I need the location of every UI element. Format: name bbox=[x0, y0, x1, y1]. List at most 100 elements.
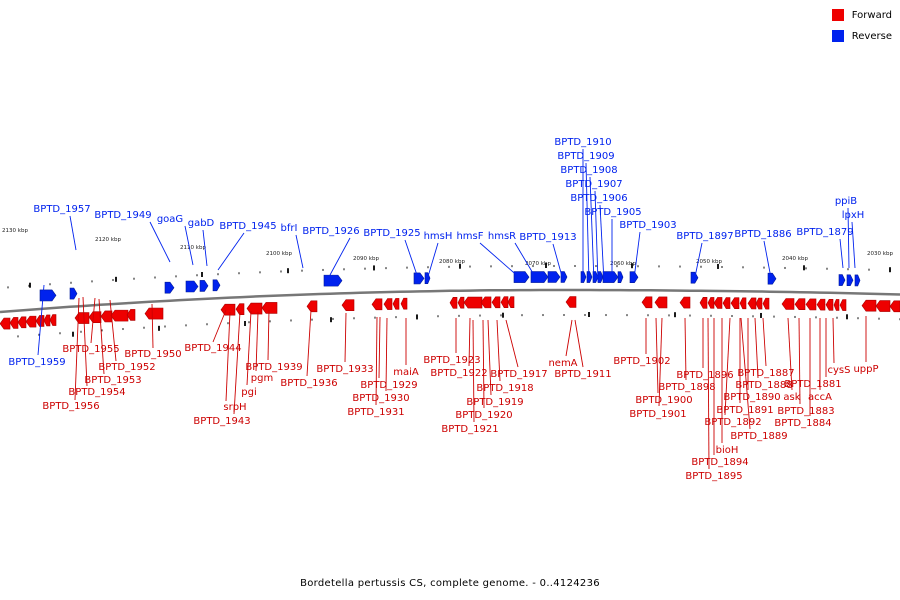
forward-gene bbox=[341, 299, 355, 311]
forward-gene-label-leader bbox=[798, 317, 801, 405]
forward-gene bbox=[17, 316, 27, 329]
forward-gene-label: BPTD_1922 bbox=[430, 368, 487, 379]
forward-gene bbox=[235, 303, 245, 315]
forward-gene-label-leader bbox=[255, 311, 259, 372]
forward-gene bbox=[371, 298, 383, 311]
scale-label: 2050 kbp bbox=[696, 259, 722, 265]
forward-gene bbox=[755, 297, 763, 310]
forward-gene-label-leader bbox=[98, 298, 105, 375]
forward-gene-label: BPTD_1901 bbox=[629, 409, 686, 420]
forward-gene-label: BPTD_1894 bbox=[691, 457, 748, 468]
reverse-gene-label: BPTD_1925 bbox=[363, 228, 420, 239]
forward-gene-label: BPTD_1892 bbox=[704, 417, 761, 428]
reverse-gene-label: hmsF bbox=[456, 231, 483, 242]
forward-gene bbox=[25, 315, 37, 328]
reverse-gene-label: BPTD_1909 bbox=[557, 151, 614, 162]
forward-gene bbox=[762, 297, 770, 310]
forward-gene bbox=[400, 297, 408, 310]
reverse-gene-label-leader bbox=[514, 242, 538, 281]
reverse-gene-label: BPTD_1905 bbox=[584, 207, 641, 218]
forward-gene bbox=[100, 310, 113, 323]
reverse-gene-label-leader bbox=[552, 243, 564, 281]
reverse-gene bbox=[586, 271, 593, 283]
reverse-gene-label: ppiB bbox=[835, 196, 857, 207]
reverse-gene bbox=[185, 280, 199, 293]
reverse-gene bbox=[846, 274, 854, 287]
forward-gene bbox=[144, 307, 164, 320]
forward-gene-label: BPTD_1891 bbox=[716, 405, 773, 416]
forward-gene-label-leader bbox=[658, 317, 663, 407]
reverse-gene bbox=[580, 271, 587, 283]
reverse-gene-label: goaG bbox=[157, 214, 183, 225]
forward-gene-label: BPTD_1944 bbox=[184, 343, 241, 354]
scale-label: 2120 kbp bbox=[95, 237, 121, 243]
forward-gene-label: BPTD_1888 bbox=[735, 380, 792, 391]
reverse-gene-label-leader bbox=[694, 242, 703, 278]
reverse-gene bbox=[69, 287, 78, 300]
forward-gene-label: pgm bbox=[251, 373, 273, 384]
forward-gene bbox=[507, 296, 515, 308]
forward-gene-label: BPTD_1918 bbox=[476, 383, 533, 394]
reverse-gene bbox=[767, 272, 777, 285]
forward-gene-label-leader bbox=[212, 309, 227, 343]
forward-gene-label: BPTD_1884 bbox=[774, 418, 831, 429]
forward-gene bbox=[35, 315, 45, 327]
forward-gene-label: BPTD_1955 bbox=[62, 344, 119, 355]
reverse-gene bbox=[413, 272, 425, 285]
forward-gene-label-leader bbox=[565, 319, 573, 357]
forward-gene-label: BPTD_1883 bbox=[777, 406, 834, 417]
reverse-gene-label: lpxH bbox=[842, 210, 865, 221]
forward-gene bbox=[480, 296, 492, 309]
reverse-gene-label-leader bbox=[426, 242, 439, 281]
reverse-gene bbox=[323, 274, 343, 287]
forward-gene bbox=[220, 303, 236, 316]
forward-gene bbox=[679, 296, 691, 309]
forward-gene bbox=[9, 317, 19, 329]
reverse-gene-label: gabD bbox=[188, 218, 215, 229]
forward-gene-label-leader bbox=[344, 312, 347, 363]
forward-gene bbox=[449, 296, 458, 309]
forward-gene-label: cysS bbox=[828, 365, 851, 376]
forward-gene bbox=[110, 309, 129, 322]
reverse-gene-label: BPTD_1903 bbox=[619, 220, 676, 231]
forward-gene-label-leader bbox=[246, 310, 252, 386]
forward-gene bbox=[654, 296, 668, 309]
reverse-gene bbox=[199, 280, 209, 292]
forward-gene-label: accA bbox=[808, 392, 832, 403]
forward-gene-label: BPTD_1881 bbox=[784, 379, 841, 390]
forward-gene bbox=[707, 297, 715, 309]
forward-gene-label: BPTD_1889 bbox=[730, 431, 787, 442]
forward-gene-label-leader bbox=[151, 303, 154, 349]
forward-gene bbox=[816, 298, 826, 311]
reverse-gene bbox=[530, 271, 549, 283]
reverse-gene-label: BPTD_1897 bbox=[676, 231, 733, 242]
reverse-gene bbox=[212, 279, 221, 292]
reverse-gene-label: hmsH bbox=[424, 231, 453, 242]
forward-gene bbox=[463, 296, 483, 309]
forward-gene-label: BPTD_1953 bbox=[84, 375, 141, 386]
forward-gene-label: BPTD_1911 bbox=[554, 369, 611, 380]
forward-gene-label: BPTD_1900 bbox=[635, 395, 692, 406]
forward-gene-label-leader bbox=[655, 317, 659, 394]
forward-gene-label-leader bbox=[378, 316, 381, 379]
reverse-gene-label: BPTD_1908 bbox=[560, 165, 617, 176]
forward-gene-label-leader bbox=[787, 317, 793, 391]
forward-gene-label-leader bbox=[724, 317, 731, 416]
forward-gene-label-leader bbox=[385, 317, 388, 392]
reverse-gene-label-leader bbox=[585, 162, 590, 283]
forward-gene-label: nemA bbox=[548, 358, 577, 369]
forward-gene-label: BPTD_1898 bbox=[658, 382, 715, 393]
forward-gene bbox=[491, 296, 501, 309]
forward-gene bbox=[641, 296, 653, 309]
reverse-gene-label-leader bbox=[329, 237, 351, 276]
reverse-gene-label-leader bbox=[599, 204, 605, 283]
forward-gene-label-leader bbox=[482, 319, 485, 409]
forward-gene bbox=[74, 312, 90, 324]
forward-gene-label: bioH bbox=[716, 445, 739, 456]
forward-gene bbox=[839, 299, 847, 311]
forward-gene-label: BPTD_1896 bbox=[676, 370, 733, 381]
forward-gene-label-leader bbox=[267, 309, 270, 361]
scale-label: 2070 kbp bbox=[525, 261, 551, 267]
forward-gene-label: BPTD_1890 bbox=[723, 392, 780, 403]
